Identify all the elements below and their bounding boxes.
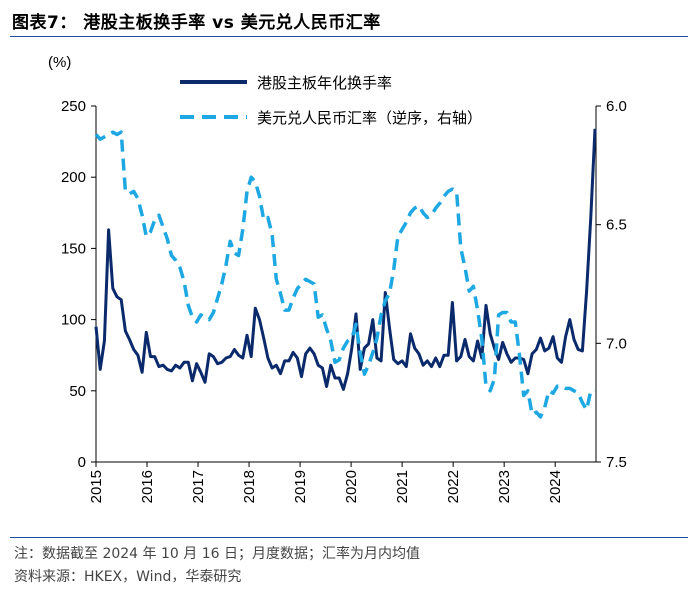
x-tick-label: 2019 (292, 470, 309, 503)
y-tick-label: 150 (61, 240, 86, 257)
y-tick-label: 250 (61, 98, 86, 115)
x-tick-label: 2015 (88, 470, 105, 503)
legend: 港股主板年化换手率 美元兑人民币汇率（逆序，右轴） (180, 74, 482, 127)
y2-tick-label: 7.5 (606, 454, 627, 471)
x-tick-label: 2016 (139, 470, 156, 503)
legend-label-turnover: 港股主板年化换手率 (257, 74, 392, 92)
header-rule (10, 36, 688, 37)
y2-tick-label: 6.0 (606, 98, 627, 115)
y-unit-label: (%) (48, 54, 71, 71)
chart-title: 图表7： 港股主板换手率 vs 美元兑人民币汇率 (12, 13, 381, 33)
x-tick-label: 2021 (394, 470, 411, 503)
x-tick-label: 2017 (190, 470, 207, 503)
legend-label-fx: 美元兑人民币汇率（逆序，右轴） (257, 109, 482, 127)
axes: 0 50 100 150 200 250 6.0 6.5 7.0 7.5 2015 2016 2017 2… (61, 98, 627, 503)
y2-tick-label: 6.5 (606, 217, 627, 234)
footnote: 注：数据截至 2024 年 10 月 16 日；月度数据；汇率为月内均值 (14, 546, 420, 562)
series-fx-line (94, 130, 595, 419)
y-tick-label: 100 (61, 312, 86, 329)
x-tick-label: 2022 (445, 470, 462, 503)
series-turnover-line (94, 128, 597, 391)
y-tick-label: 0 (78, 454, 86, 471)
source-note: 资料来源：HKEX，Wind，华泰研究 (14, 569, 242, 585)
y-tick-label: 200 (61, 169, 86, 186)
x-tick-label: 2023 (496, 470, 513, 503)
footer-rule (10, 537, 688, 538)
x-tick-label: 2020 (343, 470, 360, 503)
x-tick-label: 2024 (547, 470, 564, 503)
series-layer (94, 128, 597, 419)
y-tick-label: 50 (69, 383, 86, 400)
y2-tick-label: 7.0 (606, 335, 627, 352)
x-tick-label: 2018 (241, 470, 258, 503)
